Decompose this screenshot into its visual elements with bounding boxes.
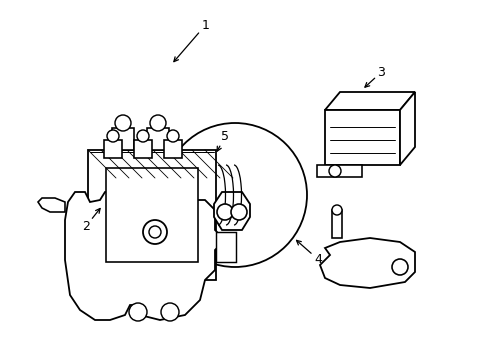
Polygon shape: [65, 192, 220, 320]
Text: 1: 1: [174, 19, 209, 62]
Polygon shape: [38, 198, 65, 212]
Circle shape: [142, 220, 167, 244]
Circle shape: [331, 205, 341, 215]
Circle shape: [129, 303, 147, 321]
Text: 2: 2: [81, 208, 100, 233]
Bar: [331, 210, 341, 238]
Bar: [104, 140, 122, 158]
Bar: [112, 128, 134, 150]
Text: 5: 5: [217, 130, 228, 151]
Bar: [163, 140, 182, 158]
Circle shape: [391, 259, 407, 275]
Polygon shape: [316, 165, 361, 177]
Circle shape: [230, 204, 246, 220]
Circle shape: [217, 204, 232, 220]
Polygon shape: [325, 110, 399, 165]
Circle shape: [137, 130, 149, 142]
Circle shape: [150, 115, 165, 131]
Polygon shape: [214, 192, 249, 230]
Circle shape: [328, 165, 340, 177]
Polygon shape: [325, 92, 414, 110]
Polygon shape: [88, 150, 216, 280]
Bar: [147, 128, 169, 150]
Circle shape: [149, 226, 161, 238]
Circle shape: [163, 123, 306, 267]
Polygon shape: [399, 92, 414, 165]
Circle shape: [161, 303, 179, 321]
Circle shape: [115, 115, 131, 131]
Polygon shape: [319, 238, 414, 288]
Polygon shape: [106, 168, 198, 262]
Circle shape: [167, 130, 179, 142]
Text: 3: 3: [364, 66, 385, 87]
Bar: [216, 232, 236, 262]
Bar: [134, 140, 152, 158]
Text: 4: 4: [296, 240, 321, 266]
Circle shape: [107, 130, 119, 142]
